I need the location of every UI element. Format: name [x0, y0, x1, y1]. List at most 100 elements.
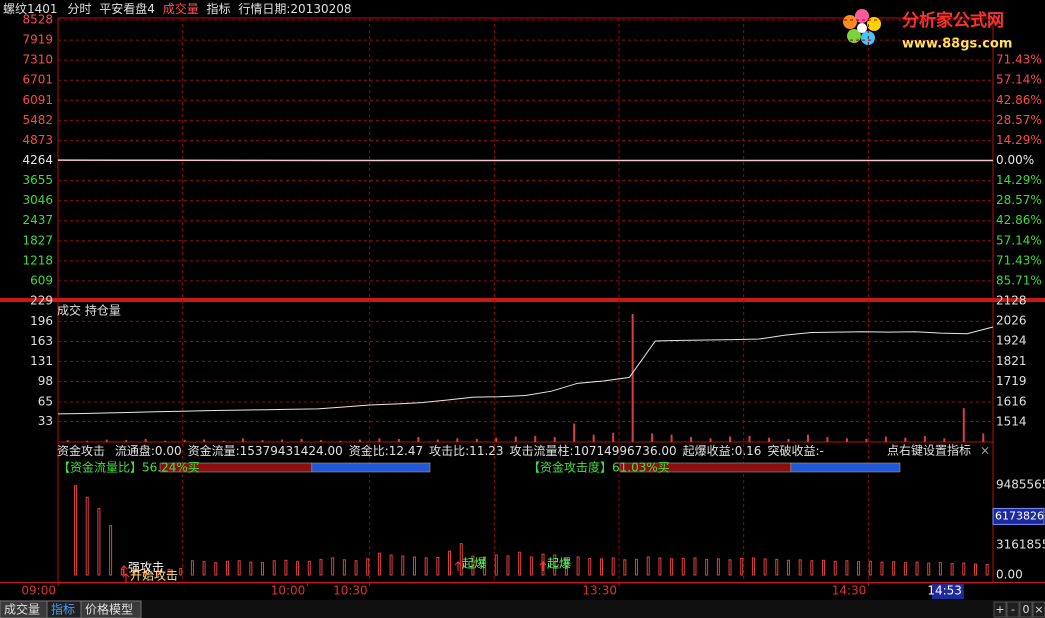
volume-bar — [962, 408, 965, 442]
volume-bar — [767, 437, 770, 442]
y-tick-label: 8528 — [22, 13, 53, 27]
annotation-arrow — [539, 560, 547, 571]
y-tick-label: 196 — [30, 314, 53, 328]
x-tick-label: 13:30 — [582, 584, 617, 598]
indicator-bar — [599, 558, 603, 576]
indicator-bar — [377, 552, 381, 576]
tool-button-label[interactable]: 0 — [1023, 603, 1030, 616]
volume-bar — [358, 439, 361, 442]
volume-bar — [904, 437, 907, 442]
tab-bar — [0, 600, 1045, 618]
layout[interactable]: 平安看盘4 — [99, 1, 155, 16]
indicator-bar — [529, 556, 533, 576]
header: 螺纹1401 分时 平安看盘4 成交量 指标 行情日期:20130208 — [3, 1, 352, 16]
indicator-bar — [296, 561, 300, 576]
indicator-bar — [179, 567, 183, 576]
volume-bar — [806, 434, 809, 442]
tool-button[interactable] — [1032, 601, 1045, 618]
close-indicator[interactable]: × — [980, 444, 990, 458]
current-time: 14:53 — [927, 584, 962, 598]
volume-bar — [183, 440, 186, 442]
tool-button[interactable] — [1006, 601, 1020, 618]
indicator-hint[interactable]: 点右键设置指标 — [887, 443, 971, 458]
indicator-bar — [892, 561, 896, 576]
tab-label[interactable]: 指标 — [51, 602, 75, 617]
indicator-bar — [354, 560, 358, 576]
current-time-box — [931, 584, 964, 599]
x-tick-label: 10:00 — [271, 584, 306, 598]
last-value-box — [992, 507, 1045, 525]
volume-bar — [553, 437, 556, 442]
indicator-bar — [763, 558, 767, 576]
indicator-bar — [225, 560, 229, 576]
petal — [855, 9, 869, 23]
y-tick-label: 2437 — [22, 213, 53, 227]
volume-bar — [826, 437, 829, 442]
y-tick-label: 1827 — [22, 233, 53, 247]
indicator-bar — [202, 561, 206, 576]
y2-tick-label: 1821 — [996, 354, 1027, 368]
volume-bar — [203, 439, 206, 442]
annotation-arrow — [454, 560, 462, 571]
volume-bar — [787, 438, 790, 442]
annotation: 强攻击 — [128, 561, 164, 575]
indicator-menu[interactable]: 指标 — [207, 1, 231, 16]
volume-bar — [86, 440, 89, 442]
y-tick-label: 131 — [30, 354, 53, 368]
date: 行情日期:20130208 — [238, 2, 351, 16]
indicator-bar — [927, 562, 931, 576]
annotation: 开始攻击 — [130, 569, 178, 583]
tab[interactable] — [80, 600, 142, 618]
annotation-arrow — [120, 564, 128, 575]
tab-label[interactable]: 价格模型 — [85, 602, 133, 617]
volume-bar — [923, 435, 926, 442]
tool-button-label[interactable]: - — [1011, 603, 1015, 616]
period[interactable]: 分时 — [67, 2, 91, 16]
y2-tick-label: 85.71% — [996, 273, 1042, 287]
y-tick-label: 7310 — [22, 53, 53, 67]
indicator-bar — [635, 558, 639, 576]
volume-bar — [982, 433, 985, 442]
y2-tick-label: 28.57% — [996, 113, 1042, 127]
y2-tick-label: 1924 — [996, 334, 1027, 348]
indicator-bar — [74, 485, 78, 576]
indicator-bar — [342, 559, 346, 576]
volume-bar — [534, 435, 537, 442]
indicator-bar — [366, 558, 370, 576]
y-tick-label: 609 — [30, 273, 53, 287]
y2-tick-label: 14.29% — [996, 173, 1042, 187]
indicator-bar — [576, 556, 580, 576]
volume-bar — [514, 436, 517, 442]
volume-bar — [242, 438, 245, 442]
y2-tick-label: 57.14% — [996, 233, 1042, 247]
volume-bar — [339, 440, 342, 442]
y2-tick-label: 42.86% — [996, 93, 1042, 107]
annotation: 起爆 — [462, 557, 486, 571]
indicator-bar — [646, 556, 650, 576]
petal — [843, 15, 857, 29]
indicator-bar — [751, 557, 755, 576]
indicator-bar — [833, 560, 837, 576]
tool-button-label[interactable]: × — [1034, 603, 1043, 616]
indicator-bar — [541, 553, 545, 576]
volume-bar — [709, 438, 712, 442]
gauge-sell — [790, 462, 901, 473]
indicator-bar — [950, 563, 954, 576]
y-tick-label: 4264 — [22, 153, 53, 167]
y2-tick-label: 14.29% — [996, 133, 1042, 147]
indicator-bar — [588, 557, 592, 576]
tool-button[interactable] — [1019, 601, 1033, 618]
indicator-bar — [623, 559, 627, 576]
indicator-bar — [915, 561, 919, 576]
volume-menu[interactable]: 成交量 — [163, 1, 199, 16]
indicator-bar — [938, 562, 942, 576]
volume-bar — [475, 438, 478, 442]
x-tick-label: 10:30 — [333, 584, 368, 598]
y-tick-label: 3046 — [22, 193, 53, 207]
indicator-bar — [109, 525, 113, 576]
tool-button[interactable] — [993, 601, 1007, 618]
indicator-bar — [249, 561, 253, 576]
tool-button-label[interactable]: + — [995, 603, 1004, 616]
indicator-bar — [494, 554, 498, 576]
tab-label[interactable]: 成交量 — [4, 602, 40, 617]
